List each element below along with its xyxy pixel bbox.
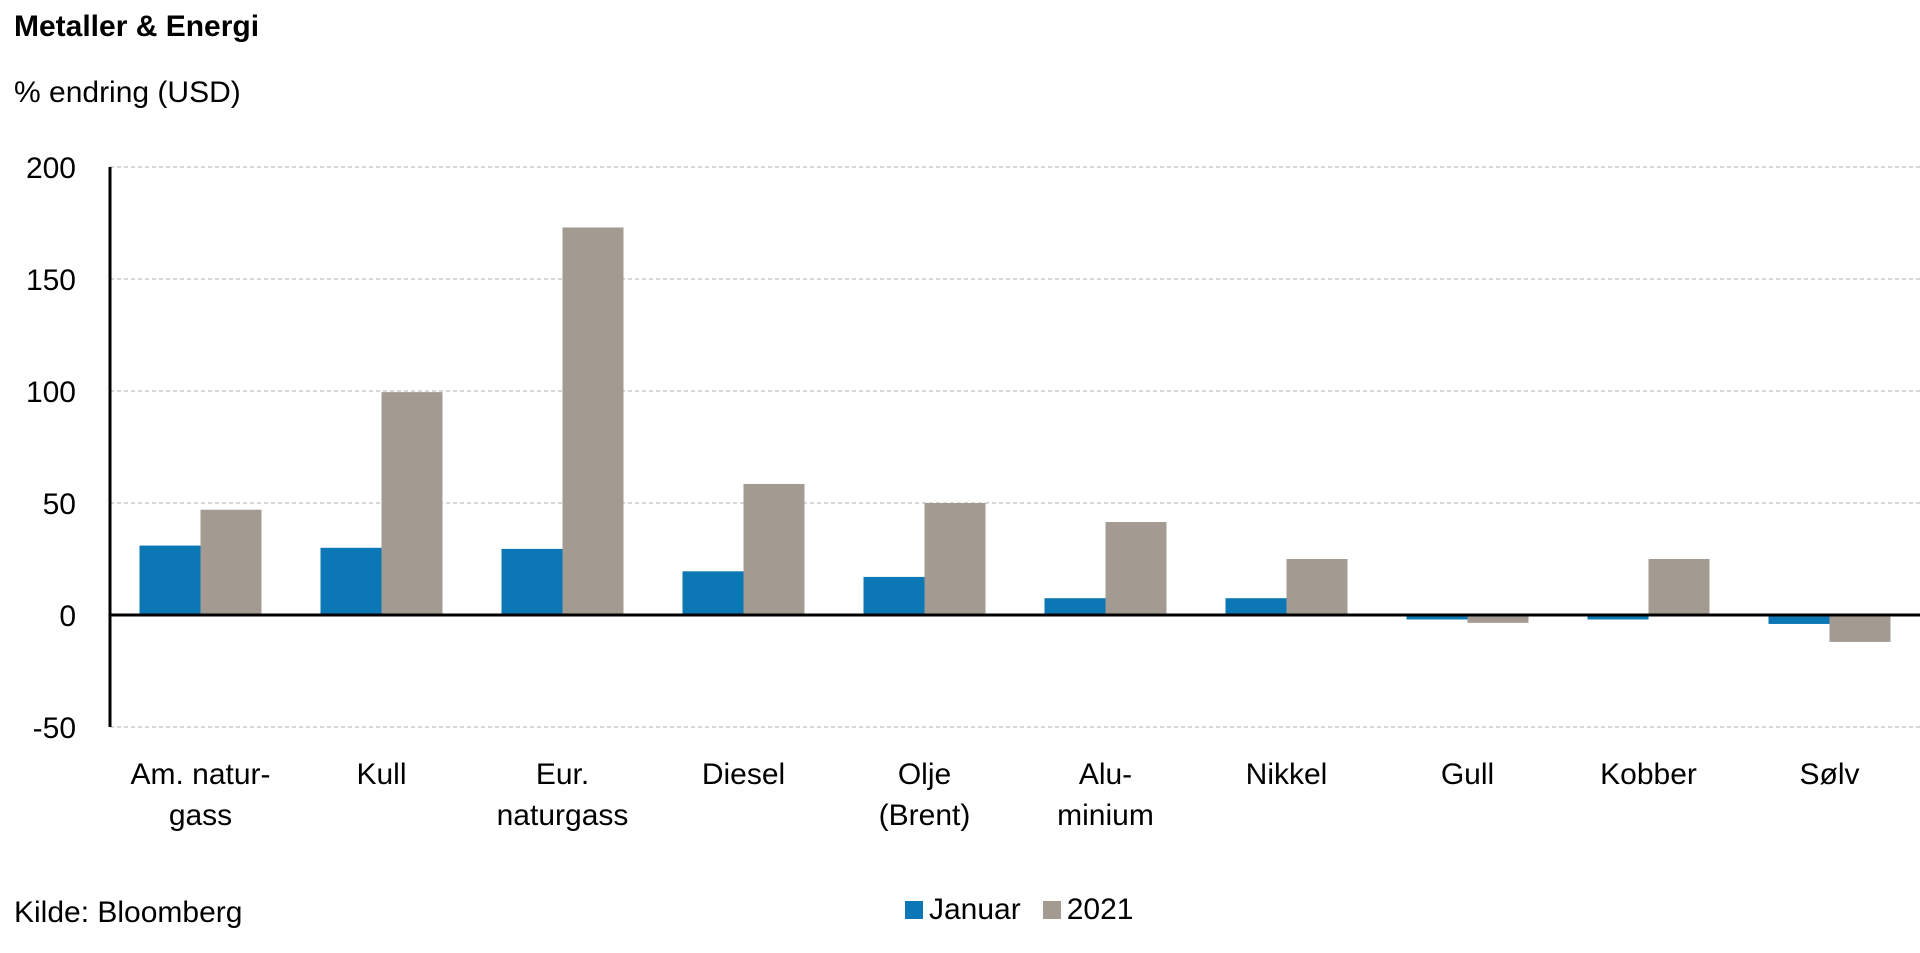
- bar-2021: [381, 392, 443, 615]
- x-category-label-line: Olje: [898, 758, 951, 791]
- x-category-label: Gull: [1441, 758, 1494, 791]
- x-category-label: Diesel: [702, 758, 785, 791]
- source-note: Kilde: Bloomberg: [14, 896, 243, 929]
- x-category-label: Kull: [356, 758, 406, 791]
- legend-swatch-2021: [1042, 901, 1061, 919]
- x-category-label-line: Alu-: [1079, 758, 1132, 791]
- axes: [108, 167, 1920, 727]
- x-category-label-line: Kobber: [1600, 758, 1697, 791]
- x-category-label: Kobber: [1600, 758, 1697, 791]
- bar-januar: [501, 548, 563, 615]
- bar-januar: [1225, 598, 1287, 615]
- x-category-label-line: Nikkel: [1246, 758, 1328, 791]
- legend: Januar 2021: [905, 893, 1155, 927]
- x-category-label-line: Kull: [356, 758, 406, 791]
- bars: [139, 227, 1891, 642]
- x-category-label-line: naturgass: [497, 799, 629, 832]
- x-category-label: Am. natur-gass: [130, 758, 270, 832]
- x-category-label-line: (Brent): [879, 799, 971, 832]
- bar-januar: [682, 571, 744, 615]
- chart-title: Metaller & Energi: [14, 10, 260, 43]
- bar-2021: [1286, 559, 1348, 615]
- x-category-label-line: Diesel: [702, 758, 785, 791]
- bar-2021: [1467, 615, 1529, 623]
- x-category-label-line: Eur.: [536, 758, 589, 791]
- x-category-label-line: gass: [169, 799, 232, 832]
- bar-2021: [562, 227, 624, 616]
- bar-2021: [1105, 522, 1167, 615]
- x-category-label-line: minium: [1057, 799, 1154, 832]
- bar-2021: [924, 503, 986, 615]
- bar-2021: [1829, 615, 1891, 642]
- x-category-label: Olje (Brent): [879, 758, 971, 832]
- bar-januar: [320, 547, 382, 615]
- bar-januar: [1587, 615, 1649, 620]
- x-category-label-line: Sølv: [1800, 758, 1860, 791]
- y-tick-label: 0: [59, 600, 76, 633]
- y-tick-label: -50: [33, 712, 76, 745]
- x-category-label: Eur. naturgass: [497, 758, 629, 832]
- legend-item-januar: Januar: [905, 893, 1021, 927]
- y-tick-label: 100: [26, 376, 76, 409]
- bar-januar: [139, 545, 201, 615]
- bar-januar: [863, 576, 925, 615]
- legend-label-2021: 2021: [1066, 893, 1134, 926]
- bar-2021: [1648, 559, 1710, 615]
- y-tick-label: 200: [26, 152, 76, 185]
- y-tick-label: 50: [43, 488, 76, 521]
- bar-2021: [743, 483, 805, 615]
- legend-label-januar: Januar: [929, 893, 1021, 926]
- x-category-label-line: Gull: [1441, 758, 1494, 791]
- bar-januar: [1768, 615, 1830, 624]
- x-category-label-line: Am. natur-: [130, 758, 270, 791]
- y-axis-ticks: 200 150 100 50 0 -50: [26, 152, 76, 745]
- x-category-label: Nikkel: [1246, 758, 1328, 791]
- x-category-label: Alu-minium: [1057, 758, 1154, 832]
- bar-januar: [1044, 598, 1106, 615]
- legend-swatch-januar: [905, 901, 923, 919]
- x-category-label: Sølv: [1800, 758, 1860, 791]
- y-tick-label: 150: [26, 264, 76, 297]
- y-axis-unit-label: % endring (USD): [14, 76, 241, 109]
- category-labels: Am. natur-gass Kull Eur. naturgass Diesel Olj…: [130, 758, 1859, 832]
- bar-2021: [200, 509, 262, 615]
- bar-januar: [1406, 615, 1468, 620]
- legend-item-2021: 2021: [1042, 893, 1134, 927]
